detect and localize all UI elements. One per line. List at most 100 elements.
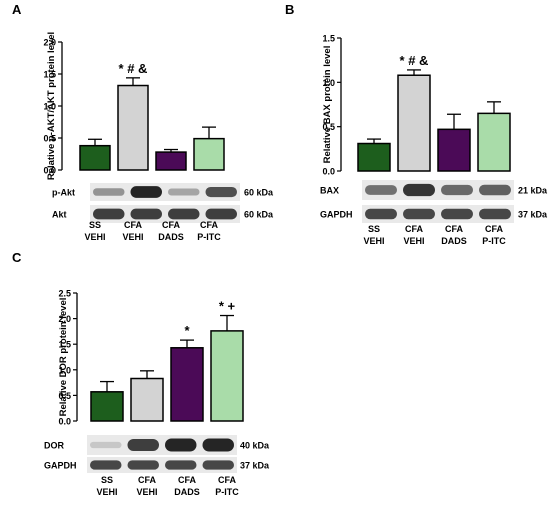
- y-tick-label: 0.0: [58, 417, 71, 427]
- y-tick-label: 1.5: [322, 34, 335, 44]
- blot-kda-label: 21 kDa: [518, 186, 548, 196]
- blot-band: [165, 438, 197, 452]
- blot-strip: [90, 205, 240, 223]
- blot-band: [365, 208, 397, 220]
- blot-kda-label: 60 kDa: [244, 210, 274, 220]
- group-label-line2: VEHI: [403, 236, 424, 246]
- blot-kda-label: 60 kDa: [244, 188, 274, 198]
- y-tick-label: 0.0: [43, 166, 56, 176]
- bar: [477, 112, 511, 172]
- blot-strip: [362, 205, 514, 223]
- blot-band: [90, 460, 122, 470]
- y-tick-label: 1.0: [43, 102, 56, 112]
- blot-band: [479, 184, 511, 196]
- y-tick-label: 0.5: [43, 134, 56, 144]
- y-axis-label: Relative DOR protein level: [58, 298, 69, 417]
- blot-strip: [87, 435, 237, 455]
- y-tick-label: 2.0: [58, 314, 71, 324]
- panel-letter: C: [12, 250, 22, 265]
- blot-band: [165, 460, 197, 470]
- group-label-line1: CFA: [485, 224, 504, 234]
- blot-strip: [90, 183, 240, 201]
- blot-band: [202, 460, 234, 470]
- group-label-line2: VEHI: [136, 487, 157, 497]
- panel-letter: A: [12, 2, 22, 17]
- group-label-line1: SS: [368, 224, 380, 234]
- group-label-line1: CFA: [178, 475, 197, 485]
- blot-band: [127, 460, 159, 470]
- significance-label: * # &: [400, 53, 429, 68]
- blot-band: [205, 208, 237, 220]
- group-label-line2: VEHI: [363, 236, 384, 246]
- bar: [357, 142, 391, 172]
- blot-band: [403, 208, 435, 220]
- group-label-line1: SS: [101, 475, 113, 485]
- panel-letter: B: [285, 2, 294, 17]
- y-tick-label: 2.0: [43, 38, 56, 48]
- bar: [155, 151, 187, 171]
- blot-band: [93, 188, 125, 196]
- significance-label: *: [184, 323, 190, 338]
- blot-band: [90, 441, 122, 449]
- group-label-line2: P-ITC: [482, 236, 506, 246]
- blot-band: [130, 186, 162, 198]
- blot-band: [441, 184, 473, 196]
- bar: [397, 74, 431, 172]
- group-label-line1: CFA: [200, 220, 219, 230]
- blot-band: [127, 439, 159, 451]
- blot-band: [403, 183, 435, 197]
- blot-band: [365, 185, 397, 195]
- group-label-line2: DADS: [158, 232, 184, 242]
- group-label-line2: P-ITC: [215, 487, 239, 497]
- significance-label: * # &: [119, 61, 148, 76]
- blot-band: [202, 438, 234, 452]
- blot-label: GAPDH: [320, 210, 353, 220]
- blot-band: [130, 208, 162, 220]
- blot-band: [205, 186, 237, 198]
- blot-label: p-Akt: [52, 188, 75, 198]
- significance-label: * +: [219, 299, 236, 314]
- y-tick-label: 0.5: [58, 391, 71, 401]
- y-axis-label: Relative BAX protein level: [322, 46, 333, 164]
- bar: [130, 377, 164, 422]
- blot-label: GAPDH: [44, 461, 77, 471]
- blot-label: Akt: [52, 210, 67, 220]
- y-tick-label: 2.5: [58, 289, 71, 299]
- group-label-line1: CFA: [162, 220, 181, 230]
- blot-band: [93, 208, 125, 220]
- blot-label: DOR: [44, 441, 65, 451]
- group-label-line1: SS: [89, 220, 101, 230]
- group-label-line1: CFA: [218, 475, 237, 485]
- blot-kda-label: 37 kDa: [240, 461, 270, 471]
- blot-kda-label: 40 kDa: [240, 441, 270, 451]
- group-label-line2: VEHI: [84, 232, 105, 242]
- blot-band: [168, 208, 200, 220]
- blot-band: [479, 208, 511, 220]
- y-tick-label: 0.5: [322, 122, 335, 132]
- group-label-line2: VEHI: [96, 487, 117, 497]
- bar: [117, 84, 149, 171]
- bar: [79, 144, 111, 171]
- bar: [90, 391, 124, 422]
- group-label-line2: P-ITC: [197, 232, 221, 242]
- bar: [193, 137, 225, 171]
- group-label-line2: DADS: [174, 487, 200, 497]
- y-tick-label: 1.5: [43, 70, 56, 80]
- blot-band: [168, 188, 200, 196]
- y-tick-label: 1.5: [58, 340, 71, 350]
- y-tick-label: 0.0: [322, 167, 335, 177]
- group-label-line1: CFA: [138, 475, 157, 485]
- panel-b: B 0.0 0.5 1.0 1.5 Relative BAX protein level *…: [285, 2, 548, 246]
- group-label-line2: DADS: [441, 236, 467, 246]
- bar: [170, 347, 204, 422]
- blot-kda-label: 37 kDa: [518, 210, 548, 220]
- blot-strip: [87, 457, 237, 473]
- group-label-line1: CFA: [124, 220, 143, 230]
- group-label-line1: CFA: [405, 224, 424, 234]
- y-tick-label: 1.0: [58, 365, 71, 375]
- y-axis-label: Relative p-AKT/AKT protein level: [46, 32, 57, 180]
- blot-band: [441, 208, 473, 220]
